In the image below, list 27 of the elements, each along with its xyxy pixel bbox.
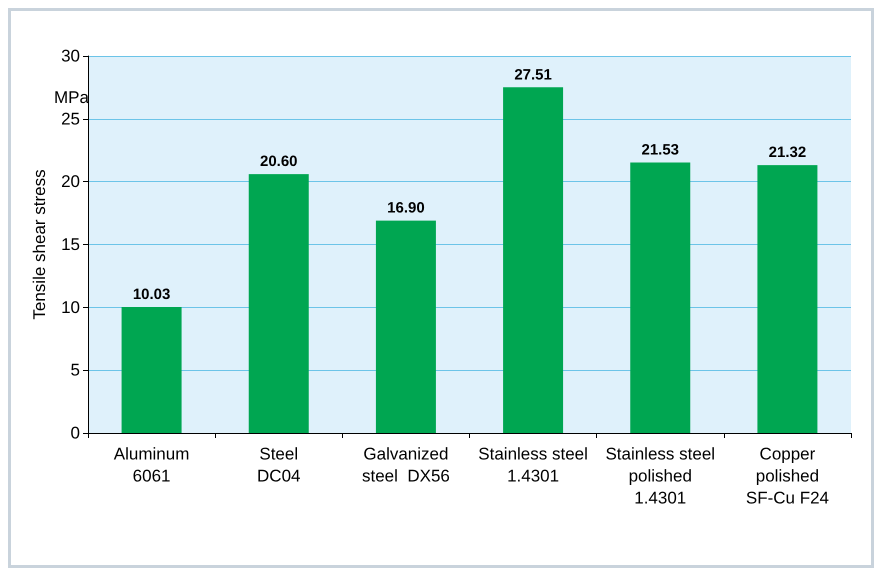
bar (503, 87, 564, 433)
x-tick-label: Steel DC04 (257, 444, 300, 486)
bar (248, 174, 309, 433)
y-tick-label: 30 (61, 46, 80, 66)
x-tick-label: Galvanized steel DX56 (362, 444, 450, 486)
x-tick-label: Copper polished SF-Cu F24 (746, 444, 829, 508)
data-label: 21.32 (768, 144, 806, 162)
y-tick-label: 5 (70, 360, 80, 380)
data-label: 21.53 (641, 141, 680, 158)
y-tick-label: 0 (70, 424, 80, 442)
data-label: 20.60 (260, 153, 298, 170)
y-tick-label: 15 (61, 235, 80, 254)
x-tick-label: Aluminum 6061 (114, 444, 190, 486)
data-label: 27.51 (514, 66, 552, 84)
x-tick-label: Stainless steel 1.4301 (478, 444, 588, 486)
data-label: 10.03 (132, 286, 170, 303)
bar (122, 306, 182, 433)
bar (757, 165, 818, 433)
bar (376, 220, 436, 433)
y-tick-label: 10 (61, 298, 80, 317)
data-label: 16.90 (387, 200, 425, 217)
x-tick-label: Stainless steel polished 1.4301 (605, 444, 716, 508)
y-axis-title: Tensile shear stress (30, 169, 49, 320)
y-tick-label: 25 (61, 109, 80, 128)
bar (630, 162, 690, 433)
y-tick-label: 20 (61, 172, 80, 192)
annotation: MPa (54, 88, 90, 107)
